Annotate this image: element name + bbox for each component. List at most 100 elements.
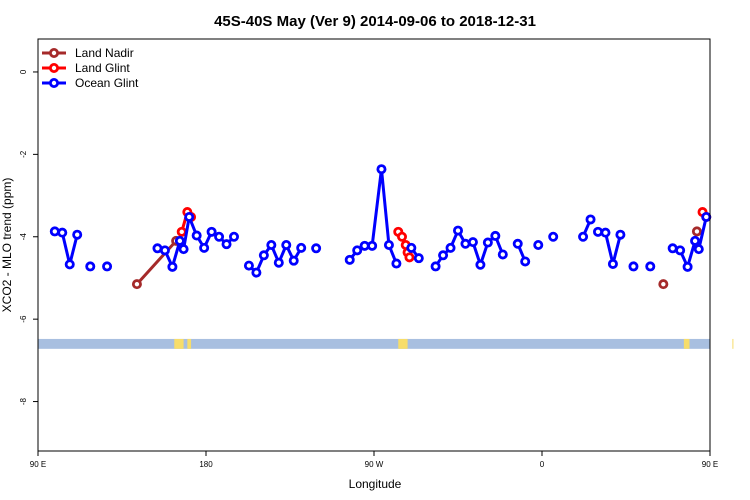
x-tick-label: 0 — [540, 460, 545, 469]
x-tick-label: 90 E — [702, 460, 718, 469]
data-point-ocean-glint — [607, 258, 618, 269]
data-point-ocean-glint — [490, 230, 501, 241]
x-tick-label: 90 W — [365, 460, 384, 469]
data-point-land-glint — [396, 231, 407, 242]
data-point-ocean-glint — [533, 239, 544, 250]
x-tick-label: 180 — [199, 460, 213, 469]
land-patch — [187, 338, 192, 349]
land-patch — [398, 338, 408, 349]
y-tick-label: -8 — [19, 397, 28, 405]
data-point-ocean-glint — [701, 211, 712, 222]
data-point-land-nadir — [131, 279, 142, 290]
data-point-land-glint — [404, 252, 415, 263]
data-point-ocean-glint — [693, 244, 704, 255]
x-tick-label: 90 E — [30, 460, 46, 469]
data-point-ocean-glint — [391, 258, 402, 269]
y-tick-label: -6 — [19, 315, 28, 323]
y-tick-label: -2 — [19, 150, 28, 158]
data-point-ocean-glint — [675, 245, 686, 256]
data-point-ocean-glint — [682, 261, 693, 272]
land-patch — [683, 338, 690, 349]
data-point-ocean-glint — [690, 235, 701, 246]
data-point-ocean-glint — [178, 244, 189, 255]
data-point-ocean-glint — [288, 255, 299, 266]
data-point-ocean-glint — [311, 243, 322, 254]
data-point-ocean-glint — [352, 245, 363, 256]
data-point-ocean-glint — [281, 239, 292, 250]
data-point-ocean-glint — [167, 261, 178, 272]
data-point-ocean-glint — [221, 239, 232, 250]
data-point-land-nadir — [691, 226, 702, 237]
land-patch — [174, 338, 184, 349]
data-point-ocean-glint — [548, 231, 559, 242]
x-axis: 90 E 180 90 W 0 90 E — [30, 451, 718, 469]
data-point-ocean-glint — [615, 229, 626, 240]
data-point-ocean-glint — [251, 267, 262, 278]
data-point-ocean-glint — [497, 249, 508, 260]
legend-swatch-marker — [49, 48, 60, 59]
data-point-ocean-glint — [206, 226, 217, 237]
legend-swatch-marker — [49, 63, 60, 74]
data-point-ocean-glint — [184, 211, 195, 222]
legend-item-ocean-glint: Ocean Glint — [42, 76, 139, 90]
data-point-ocean-glint — [413, 253, 424, 264]
series-ocean-glint — [49, 164, 712, 278]
data-point-ocean-glint — [64, 259, 75, 270]
data-point-ocean-glint — [578, 231, 589, 242]
data-point-ocean-glint — [228, 231, 239, 242]
data-point-ocean-glint — [199, 242, 210, 253]
series-layer — [49, 164, 712, 290]
legend-label: Land Glint — [75, 61, 130, 75]
ocean-band — [38, 338, 710, 349]
y-tick-label: 0 — [19, 69, 28, 74]
legend-swatch-marker — [49, 78, 60, 89]
data-point-ocean-glint — [475, 259, 486, 270]
y-axis: 0 -2 -4 -6 -8 — [19, 69, 38, 405]
data-point-ocean-glint — [593, 226, 604, 237]
data-point-land-nadir — [658, 279, 669, 290]
series-line-land-nadir — [135, 239, 178, 286]
data-point-ocean-glint — [191, 230, 202, 241]
data-point-ocean-glint — [645, 261, 656, 272]
data-point-ocean-glint — [102, 261, 113, 272]
data-point-ocean-glint — [49, 226, 60, 237]
data-point-ocean-glint — [72, 229, 83, 240]
y-axis-label: XCO2 - MLO trend (ppm) — [0, 178, 14, 313]
data-point-ocean-glint — [296, 242, 307, 253]
data-point-ocean-glint — [406, 242, 417, 253]
data-point-ocean-glint — [512, 238, 523, 249]
data-point-ocean-glint — [467, 237, 478, 248]
data-point-ocean-glint — [585, 214, 596, 225]
data-point-ocean-glint — [85, 261, 96, 272]
chart-title: 45S-40S May (Ver 9) 2014-09-06 to 2018-1… — [214, 13, 536, 30]
data-point-ocean-glint — [258, 250, 269, 261]
series-line-ocean-glint — [672, 216, 708, 269]
data-point-ocean-glint — [243, 260, 254, 271]
data-point-ocean-glint — [438, 250, 449, 261]
data-point-ocean-glint — [430, 261, 441, 272]
legend-item-land-nadir: Land Nadir — [42, 46, 134, 60]
data-point-ocean-glint — [460, 238, 471, 249]
data-point-ocean-glint — [266, 239, 277, 250]
data-point-land-glint — [176, 226, 187, 237]
data-point-ocean-glint — [600, 227, 611, 238]
data-point-ocean-glint — [376, 164, 387, 175]
data-point-ocean-glint — [628, 261, 639, 272]
data-point-ocean-glint — [445, 242, 456, 253]
data-point-ocean-glint — [344, 254, 355, 265]
land-patch — [732, 338, 734, 349]
y-tick-label: -4 — [19, 233, 28, 241]
data-point-ocean-glint — [452, 225, 463, 236]
data-point-ocean-glint — [273, 257, 284, 268]
data-point-ocean-glint — [214, 231, 225, 242]
x-axis-label: Longitude — [349, 477, 402, 491]
data-point-ocean-glint — [482, 237, 493, 248]
legend-label: Land Nadir — [75, 46, 134, 60]
land-ocean-strip — [38, 338, 734, 349]
data-point-ocean-glint — [174, 235, 185, 246]
legend-label: Ocean Glint — [75, 76, 139, 90]
legend-item-land-glint: Land Glint — [42, 61, 130, 75]
data-point-ocean-glint — [57, 227, 68, 238]
